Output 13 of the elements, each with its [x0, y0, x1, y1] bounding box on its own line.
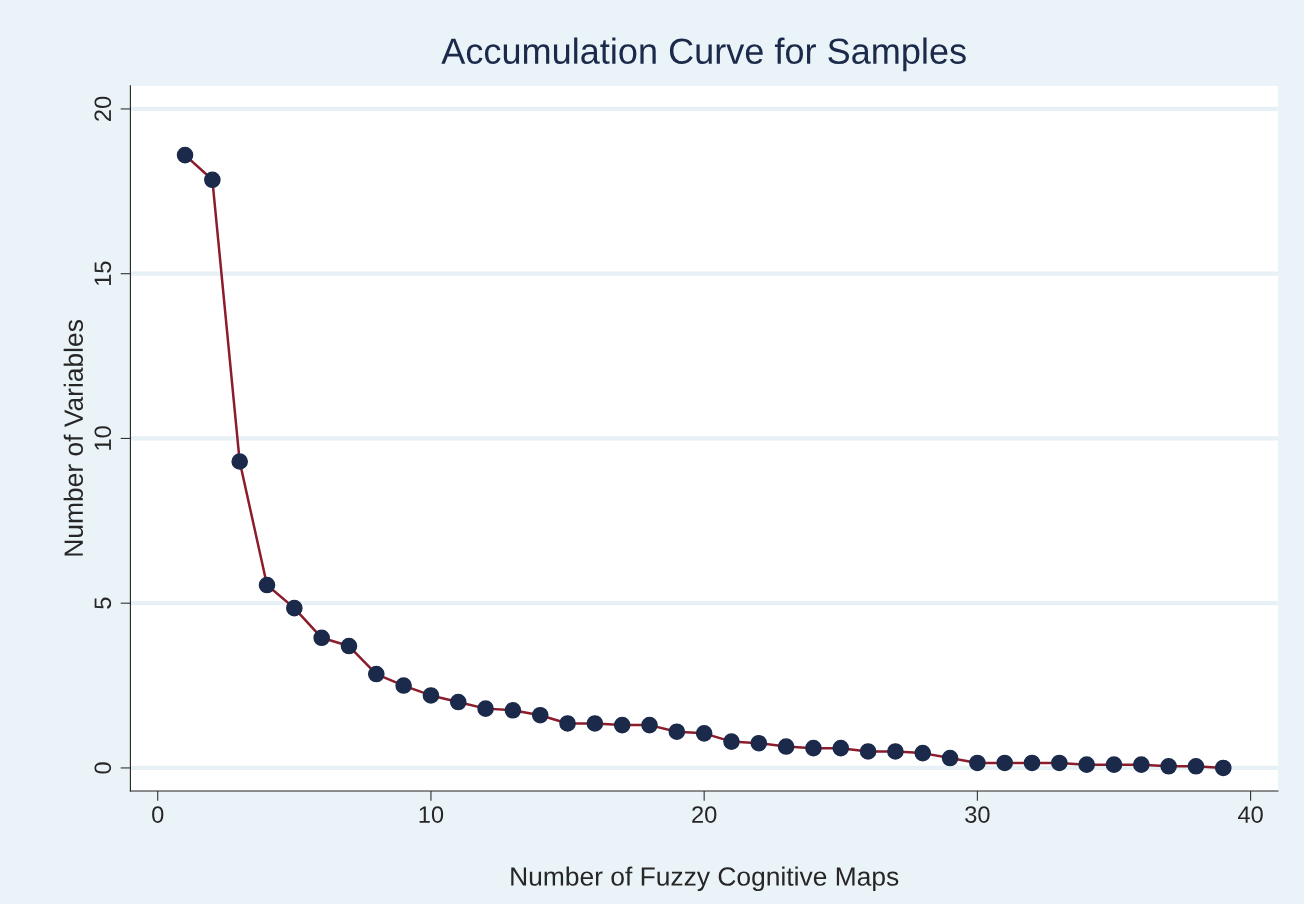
chart-title: Accumulation Curve for Samples [441, 37, 966, 72]
x-tick-label: 10 [419, 806, 444, 823]
y-tick-label: 0 [94, 762, 112, 774]
x-tick-label: 20 [692, 806, 717, 823]
y-tick-label: 10 [94, 426, 112, 450]
x-tick-label: 40 [1238, 806, 1263, 823]
x-tick-label: 0 [152, 806, 164, 823]
y-tick-label: 5 [94, 597, 112, 609]
y-tick-label: 20 [94, 96, 112, 121]
x-tick-label: 30 [965, 806, 990, 823]
y-axis-title: Number of Variables [63, 320, 84, 556]
x-axis-title: Number of Fuzzy Cognitive Maps [511, 866, 899, 892]
y-tick-label: 15 [94, 261, 112, 286]
